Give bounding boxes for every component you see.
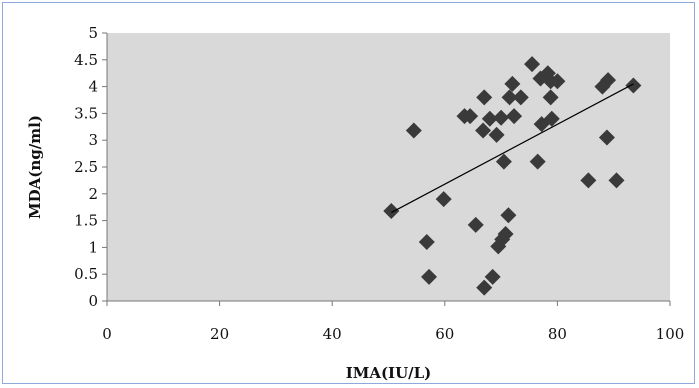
data-point-diamond (462, 108, 479, 125)
y-tick-label: 0 (88, 292, 98, 310)
y-tick-label: 1 (88, 238, 98, 256)
data-point-diamond (543, 110, 560, 127)
y-tick-label: 2.5 (74, 158, 98, 176)
data-point-diamond (383, 202, 400, 219)
data-point-diamond (488, 126, 505, 143)
y-tick-label: 2 (88, 185, 98, 203)
data-point-diamond (481, 110, 498, 127)
y-axis-title: MDA(ng/ml) (26, 115, 44, 219)
data-point-diamond (421, 268, 438, 285)
data-point-diamond (497, 226, 514, 242)
y-axis: 0 0.5 1 1.5 2 2.5 3 3.5 4 4.5 5 (74, 24, 108, 310)
y-tick-label: 4 (88, 78, 98, 96)
x-tick-label: 20 (210, 325, 229, 343)
data-point-diamond (625, 77, 642, 94)
data-point-diamond (495, 153, 512, 170)
data-point-diamond (608, 172, 625, 189)
x-axis: 0 20 40 60 80 100 (102, 300, 685, 343)
y-tick-label: 4.5 (74, 51, 98, 69)
data-point-diamond (484, 268, 501, 285)
data-point-diamond (418, 234, 435, 251)
data-point-diamond (476, 279, 493, 296)
data-point-diamond (500, 207, 517, 224)
y-tick-label: 0.5 (74, 265, 98, 283)
data-point-diamond (405, 122, 422, 139)
data-point-diamond (598, 129, 615, 146)
data-point-diamond (524, 56, 541, 73)
data-point-diamond (475, 122, 492, 139)
trendline (391, 83, 634, 214)
data-point-diamond (501, 89, 518, 106)
data-points (383, 56, 642, 296)
y-tick-label: 5 (88, 24, 98, 42)
data-point-diamond (549, 73, 566, 90)
data-point-diamond (600, 72, 617, 89)
x-axis-title: IMA(IU/L) (346, 364, 432, 382)
data-point-diamond (542, 89, 559, 106)
y-tick-label: 1.5 (74, 212, 98, 230)
x-tick-label: 60 (435, 325, 454, 343)
data-point-diamond (580, 172, 597, 189)
x-tick-label: 0 (102, 325, 112, 343)
x-tick-label: 100 (656, 325, 685, 343)
data-point-diamond (504, 75, 521, 92)
data-point-diamond (506, 108, 523, 125)
data-point-diamond (493, 109, 510, 126)
y-tick-label: 3 (88, 131, 98, 149)
y-tick-label: 3.5 (74, 104, 98, 122)
x-tick-label: 40 (323, 325, 342, 343)
plot-area (107, 33, 670, 301)
data-point-diamond (512, 89, 529, 106)
data-point-diamond (435, 191, 452, 208)
data-point-diamond (476, 89, 493, 106)
x-tick-label: 80 (548, 325, 567, 343)
data-point-diamond (467, 216, 484, 233)
data-point-diamond (529, 153, 546, 170)
